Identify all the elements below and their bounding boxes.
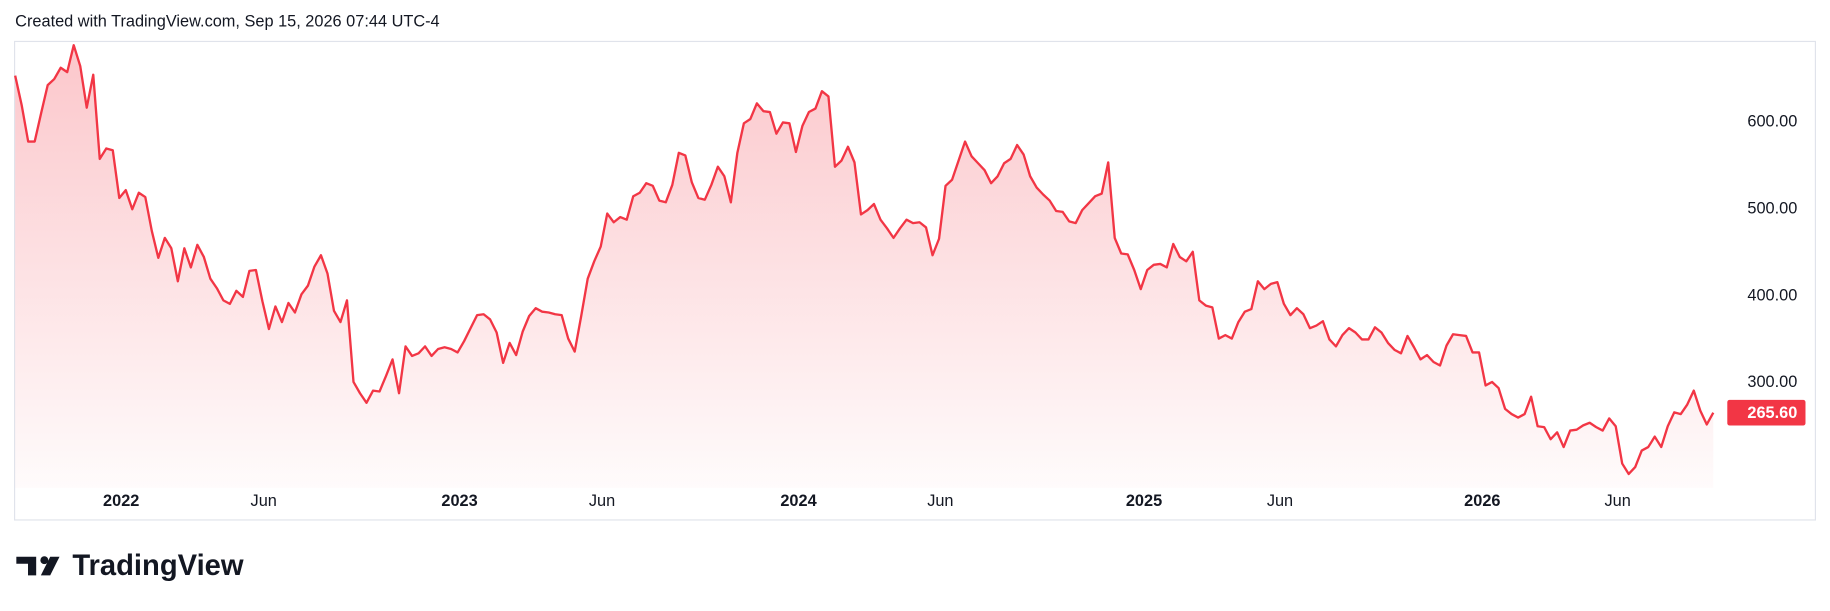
x-tick-label: 2024 — [780, 492, 816, 510]
x-tick-label: Jun — [1267, 492, 1293, 510]
y-tick-label: 500.00 — [1747, 200, 1797, 218]
last-price-badge — [1727, 399, 1806, 426]
x-tick-label: Jun — [251, 492, 277, 510]
x-tick-label: Jun — [927, 492, 953, 510]
y-tick-label: 400.00 — [1747, 286, 1797, 304]
x-tick-label: 2025 — [1126, 492, 1162, 510]
y-tick-label: 300.00 — [1747, 373, 1797, 391]
price-line — [14, 44, 1715, 476]
header: Created with TradingView.com, Sep 15, 20… — [15, 13, 439, 31]
x-tick-label: 2023 — [441, 492, 477, 510]
brand: TradingView — [72, 550, 244, 582]
x-tick-label: 2026 — [1464, 492, 1500, 510]
logo — [16, 556, 60, 576]
last-price-label: 265.60 — [1747, 404, 1797, 422]
area-fill — [15, 45, 1714, 488]
x-tick-label: Jun — [1604, 492, 1630, 510]
x-tick-label: 2022 — [103, 492, 139, 510]
x-tick-label: Jun — [589, 492, 615, 510]
chart-frame — [14, 40, 1816, 521]
y-tick-label: 600.00 — [1747, 113, 1797, 131]
